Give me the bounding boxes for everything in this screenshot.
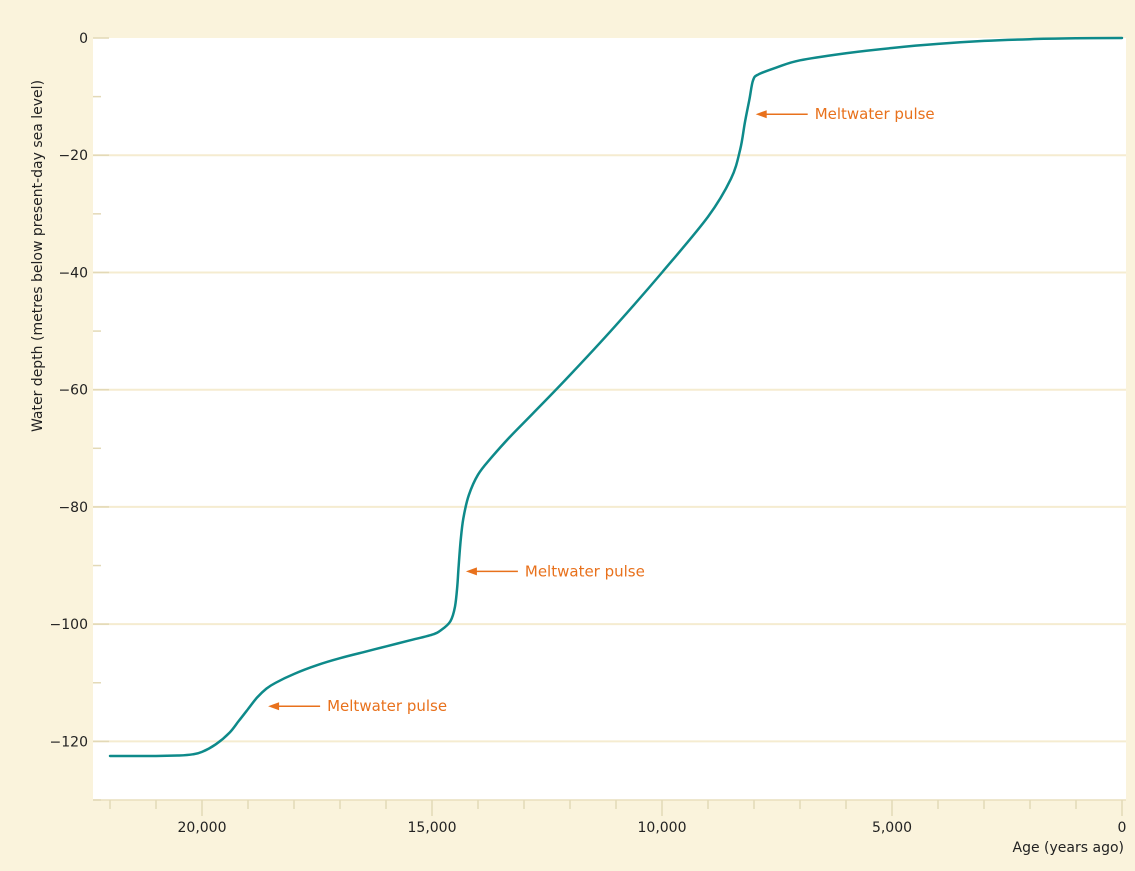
y-axis-title: Water depth (metres below present-day se… (30, 80, 46, 432)
y-tick-label: −40 (58, 265, 88, 281)
x-tick-label: 20,000 (178, 820, 227, 836)
y-tick-label: −20 (58, 148, 88, 164)
x-axis: 20,000 15,000 10,000 5,000 0 (109, 800, 1127, 836)
x-tick-label: 10,000 (638, 820, 687, 836)
annotation-arrowhead (465, 567, 477, 576)
y-tick-label: −60 (58, 383, 88, 399)
y-axis: 0 −20 −40 −60 −80 −100 −120 (50, 31, 109, 801)
annotations: Meltwater pulse Meltwater pulse Meltwater … (268, 105, 935, 715)
annotation-arrowhead (268, 702, 280, 711)
y-tick-label: −80 (58, 500, 88, 516)
y-tick-label: −100 (50, 617, 88, 633)
plot-area (93, 38, 1126, 800)
annotation-arrowhead (755, 110, 767, 119)
annotation-label: Meltwater pulse (525, 562, 645, 580)
y-tick-label: −120 (50, 734, 88, 750)
annotation-label: Meltwater pulse (815, 105, 935, 123)
y-tick-label: 0 (79, 31, 88, 47)
x-tick-label: 5,000 (872, 820, 912, 836)
x-tick-label: 0 (1118, 820, 1127, 836)
x-axis-title: Age (years ago) (1013, 840, 1124, 856)
sea-level-line (108, 36, 1124, 758)
x-tick-label: 15,000 (408, 820, 457, 836)
grid (93, 154, 1126, 743)
annotation-label: Meltwater pulse (327, 697, 447, 715)
